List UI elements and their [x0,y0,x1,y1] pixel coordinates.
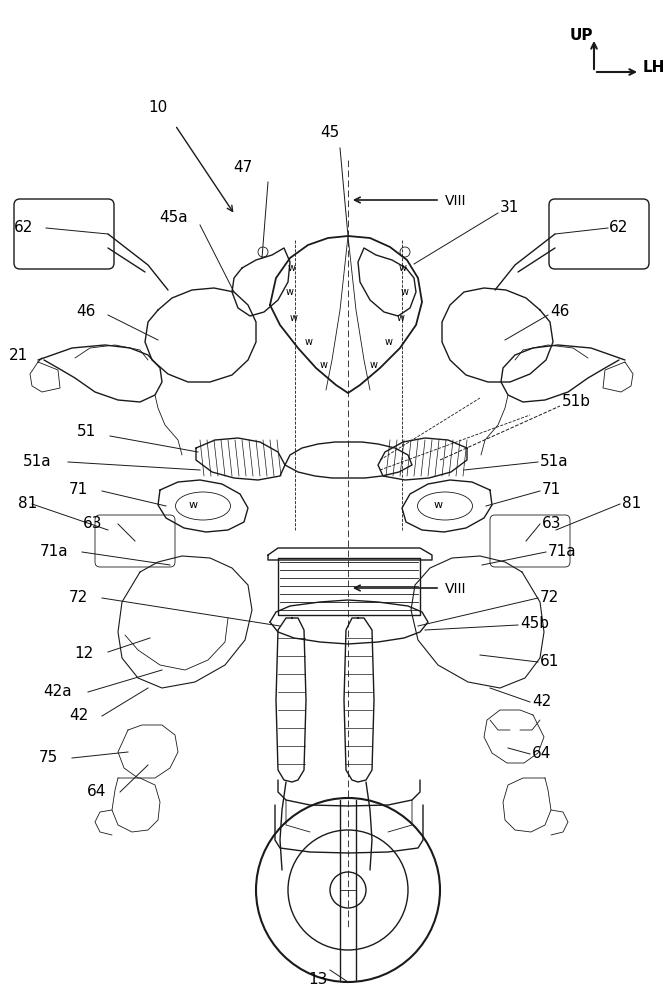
Text: 62: 62 [14,221,33,235]
Text: w: w [370,360,378,370]
Text: LH: LH [643,60,663,76]
FancyBboxPatch shape [14,199,114,269]
Text: 81: 81 [18,496,37,512]
Text: 81: 81 [622,496,641,512]
Text: 71: 71 [69,483,88,497]
Text: 45b: 45b [520,616,549,632]
Text: 71a: 71a [548,544,577,560]
Text: UP: UP [570,28,593,43]
Text: w: w [288,263,296,273]
Text: 13: 13 [308,972,328,987]
Text: 42: 42 [532,694,551,710]
Text: 45: 45 [320,125,339,140]
Text: 51: 51 [77,424,96,440]
Text: VIII: VIII [445,582,467,596]
Text: VIII: VIII [445,194,467,208]
Text: 71a: 71a [39,544,68,560]
Text: 61: 61 [540,654,560,670]
Text: 46: 46 [550,304,570,320]
Text: w: w [399,263,407,273]
Text: w: w [286,287,294,297]
Text: 64: 64 [87,784,106,800]
Text: 51b: 51b [562,394,591,410]
FancyBboxPatch shape [95,515,175,567]
Text: 75: 75 [38,750,58,766]
Text: 63: 63 [542,516,562,532]
Text: 42: 42 [69,708,88,724]
Text: w: w [290,313,298,323]
Text: 51a: 51a [23,454,52,470]
Text: 12: 12 [75,647,94,662]
Text: w: w [305,337,313,347]
Text: 71: 71 [542,483,562,497]
Text: 46: 46 [77,304,96,320]
Text: 31: 31 [500,200,519,216]
Text: w: w [401,287,409,297]
Text: 42a: 42a [43,684,72,700]
FancyBboxPatch shape [490,515,570,567]
Text: w: w [385,337,393,347]
Text: 64: 64 [532,746,552,762]
Text: w: w [434,500,443,510]
Text: 47: 47 [233,160,252,175]
Text: w: w [397,313,405,323]
FancyBboxPatch shape [549,199,649,269]
Text: 62: 62 [609,221,629,235]
Text: w: w [320,360,328,370]
Text: 21: 21 [9,348,28,362]
Text: 72: 72 [69,590,88,605]
Text: 45a: 45a [159,211,188,226]
Text: 10: 10 [148,100,167,115]
Text: 51a: 51a [540,454,569,470]
Text: 63: 63 [82,516,102,532]
Text: 72: 72 [540,590,560,605]
Text: w: w [188,500,198,510]
